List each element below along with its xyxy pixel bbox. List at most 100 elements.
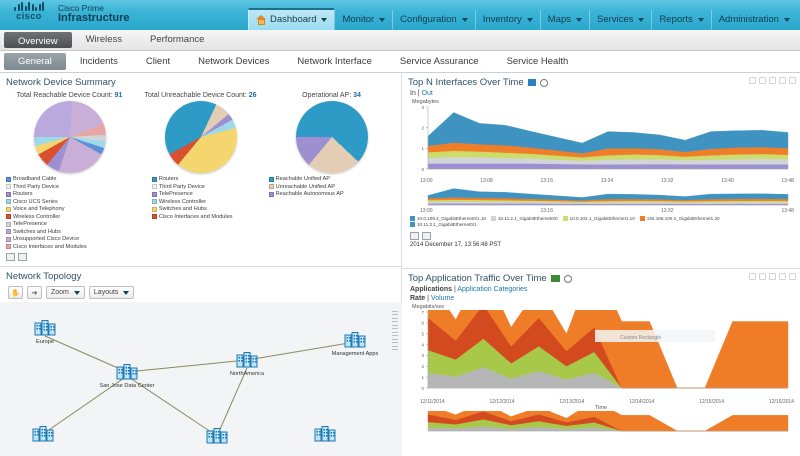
chart-legend-item[interactable]: 10.11.2.1_GigabitEthernet0/0 [490,216,558,221]
panel-close-icon[interactable] [789,273,796,280]
nav-item-dashboard[interactable]: Dashboard [248,8,335,30]
link-out[interactable]: Out [421,90,433,97]
link-application-categories[interactable]: Application Categories [457,286,528,293]
chart-type-icon[interactable] [527,79,536,86]
panel-window-controls[interactable] [749,273,796,280]
panel-close-icon[interactable] [789,77,796,84]
product-name-line1: Cisco Prime [58,3,104,13]
svg-text:3: 3 [421,353,424,358]
link-rate[interactable]: Rate [410,295,426,302]
zoom-dropdown[interactable]: Zoom [46,286,85,299]
topology-zoom-slider[interactable] [392,308,398,353]
link-in[interactable]: In [410,90,416,97]
legend-label: 10.11.2.1_GigabitEthernet0/0 [497,216,558,221]
product-name: Cisco Prime Infrastructure [58,3,130,24]
legend-swatch [6,236,11,242]
x-tick-label: 12/16/2014 [768,399,794,405]
pie-caption-label: Operational AP: [302,92,352,99]
pie-chart-1[interactable] [164,101,237,173]
info-icon[interactable] [539,78,548,87]
topology-node[interactable]: San Jose Data Center [99,364,155,389]
table-view-icon[interactable] [422,232,431,240]
top-interfaces-panel: Top N Interfaces Over Time In | Out Mega… [402,73,800,269]
chart-view-icon[interactable] [410,232,419,240]
nav-item-administration[interactable]: Administration [710,10,797,30]
topology-node[interactable] [32,426,54,445]
chart-legend-item[interactable]: 10.0.109.2_GigabitEthernet0/1.10 [410,216,486,221]
topology-title: Network Topology [6,271,82,282]
chart-legend-item[interactable]: 10.11.3.1_GigabitEthernet0/1 [410,222,477,227]
layouts-dropdown[interactable]: Layouts [88,286,135,299]
legend-swatch [268,176,274,182]
legend-ap: Reachable Unified AP Unreachable Unified … [268,176,395,251]
tab-network-interface[interactable]: Network Interface [297,56,372,67]
topology-node[interactable]: Management Apps [332,332,378,357]
link-volume[interactable]: Volume [430,295,455,302]
topology-node[interactable]: Europe [34,320,56,345]
chevron-down-icon [576,17,582,22]
tab-incidents[interactable]: Incidents [79,56,118,67]
apptraffic-area-svg: 0 1 2 3 4 5 6 7 Custom Rectangle [421,260,789,391]
legend-swatch [151,184,157,189]
legend-reachable: Broadband Cable Third Party Device Routers… [6,176,152,251]
nav-item-configuration[interactable]: Configuration [392,10,475,30]
chart-view-icon[interactable] [6,253,15,261]
pie-chart-0[interactable] [33,101,106,173]
legend-swatch [410,222,415,227]
panel-edit-icon[interactable] [749,273,756,280]
nav-item-maps[interactable]: Maps [539,10,589,30]
chart-type-icon[interactable] [550,275,560,282]
nav-item-monitor[interactable]: Monitor [334,10,392,30]
panel-export-icon[interactable] [769,273,776,280]
subnav-tab-performance[interactable]: Performance [150,34,205,45]
info-icon[interactable] [563,274,572,283]
topology-node[interactable]: NorthAmerica [230,352,264,377]
subnav-tab-wireless[interactable]: Wireless [85,34,123,45]
legend-item: Unsupported Cisco Device [6,236,146,242]
chevron-down-icon [123,290,130,295]
app-header: cisco Cisco Prime Infrastructure Dashboa… [0,0,800,30]
tab-service-health[interactable]: Service Health [506,56,569,67]
chevron-down-icon [638,17,645,22]
tab-service-assurance[interactable]: Service Assurance [399,56,479,67]
chart-legend-item[interactable]: 10.0.102.1_GigabitEthernet1.10 [562,216,635,221]
tab-client[interactable]: Client [145,56,171,67]
pie-caption-value: 34 [353,92,361,99]
topology-node[interactable] [314,426,336,445]
panel-edit-icon[interactable] [749,77,756,84]
nav-item-reports[interactable]: Reports [651,10,710,30]
chevron-down-icon [73,290,80,295]
legend-swatch [490,216,496,221]
subnav-tab-overview[interactable]: Overview [4,32,72,48]
apptraffic-xlabel: Time [594,405,608,411]
tab-network-devices[interactable]: Network Devices [198,56,270,67]
legend-item: Cisco Interfaces and Modules [6,244,146,250]
nav-item-inventory[interactable]: Inventory [474,10,540,30]
apptraffic-title: Top Application Traffic Over Time [408,273,547,284]
pointer-icon[interactable]: ➔ [27,286,42,299]
interfaces-mini-svg[interactable] [410,185,792,207]
apptraffic-mini-svg[interactable] [410,400,792,433]
topology-node[interactable] [206,428,228,447]
chart-legend-item[interactable]: 192.168.100.2_GigabitEthernet1.20 [639,216,720,221]
interfaces-legend: 10.0.109.2_GigabitEthernet0/1.10 10.11.2.… [402,214,800,230]
x-tick-label: 13:00 [420,178,433,184]
interfaces-timestamp: 2014 December 17, 13:56:48 PST [410,242,502,248]
table-view-icon[interactable] [18,253,27,261]
x-tick-label: 12/15/2014 [699,399,725,405]
panel-minimize-icon[interactable] [779,273,786,280]
pie-chart-2[interactable] [295,101,368,173]
panel-refresh-icon[interactable] [759,77,766,84]
pie-caption-1: Total Unreachable Device Count: 26 [144,92,256,99]
hand-icon[interactable]: ✋ [8,286,23,299]
legend-swatch [151,176,157,182]
panel-minimize-icon[interactable] [779,77,786,84]
panel-window-controls[interactable] [749,77,796,84]
panel-refresh-icon[interactable] [759,273,766,280]
panel-export-icon[interactable] [769,77,776,84]
nav-item-services[interactable]: Services [589,10,651,30]
link-applications[interactable]: Applications [410,286,453,293]
topology-canvas[interactable]: Europe San Jose Data Center NorthAmerica Ma… [0,302,402,456]
pie-caption-value: 91 [114,92,123,99]
tab-general[interactable]: General [4,53,66,70]
